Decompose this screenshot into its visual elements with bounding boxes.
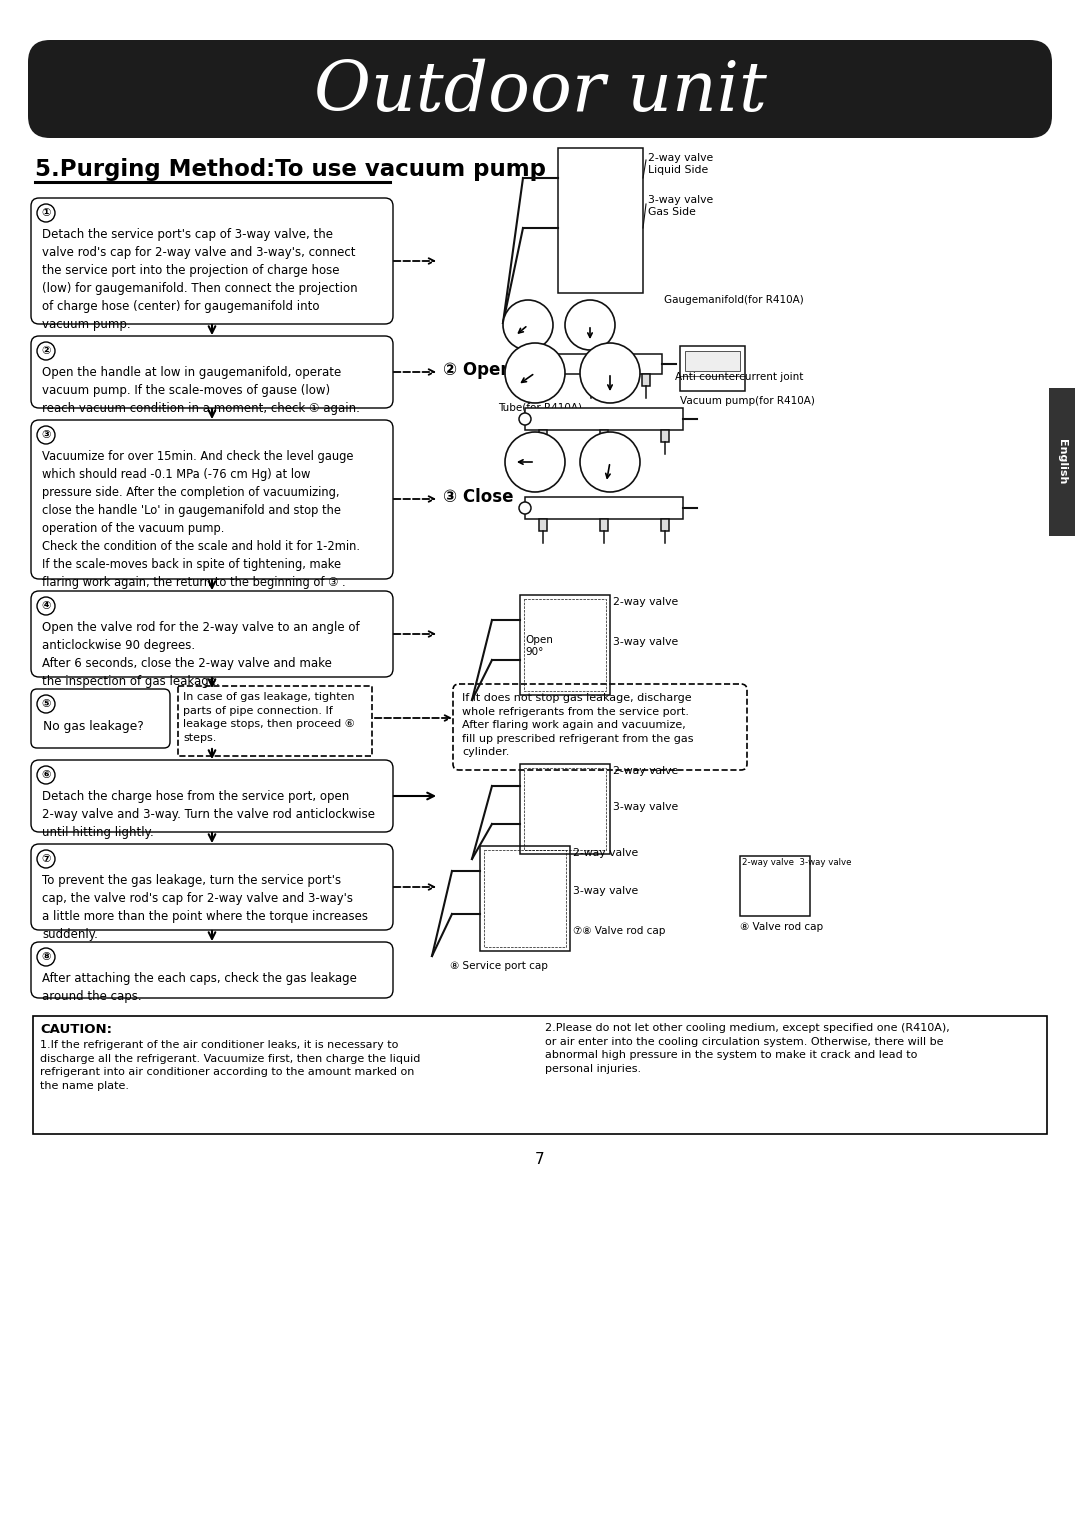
FancyBboxPatch shape [453, 684, 747, 770]
Text: 3-way valve: 3-way valve [573, 886, 638, 896]
FancyBboxPatch shape [31, 199, 393, 324]
Text: Vacuum pump(for R410A): Vacuum pump(for R410A) [680, 395, 815, 406]
Circle shape [519, 412, 531, 425]
Circle shape [505, 344, 565, 403]
Bar [525, 496, 683, 519]
Text: 2-way valve
Liquid Side: 2-way valve Liquid Side [648, 153, 713, 176]
Text: In case of gas leakage, tighten
parts of pipe connection. If
leakage stops, then: In case of gas leakage, tighten parts of… [183, 692, 354, 742]
Text: ⑥: ⑥ [41, 770, 51, 780]
Bar [519, 764, 610, 854]
Text: ④: ④ [41, 602, 51, 611]
Text: Anti countercurrent joint: Anti countercurrent joint [675, 373, 804, 382]
Bar [525, 408, 683, 431]
Bar [519, 354, 662, 374]
Text: ①: ① [41, 208, 51, 218]
Text: If it does not stop gas leakage, discharge
whole refrigerants from the service p: If it does not stop gas leakage, dischar… [462, 693, 693, 757]
Bar [661, 431, 669, 441]
Bar [539, 431, 546, 441]
Text: 2.Please do not let other cooling medium, except specified one (R410A),
or air e: 2.Please do not let other cooling medium… [545, 1023, 949, 1073]
Text: ②: ② [41, 347, 51, 356]
Text: 2-way valve  3-way valve: 2-way valve 3-way valve [742, 858, 851, 867]
FancyBboxPatch shape [28, 40, 1052, 137]
Text: 3-way valve: 3-way valve [613, 637, 678, 647]
FancyBboxPatch shape [31, 760, 393, 832]
FancyBboxPatch shape [1049, 388, 1075, 536]
Circle shape [503, 299, 553, 350]
Text: Vacuumize for over 15min. And check the level gauge
which should read -0.1 MPa (: Vacuumize for over 15min. And check the … [42, 450, 360, 589]
Bar [642, 374, 650, 386]
FancyBboxPatch shape [178, 686, 372, 756]
Bar [532, 374, 540, 386]
Bar [558, 148, 643, 293]
Circle shape [514, 357, 526, 370]
Bar [519, 596, 610, 695]
Text: To prevent the gas leakage, turn the service port's
cap, the valve rod's cap for: To prevent the gas leakage, turn the ser… [42, 873, 368, 941]
Bar [539, 519, 546, 531]
FancyBboxPatch shape [31, 420, 393, 579]
Circle shape [580, 344, 640, 403]
Circle shape [37, 205, 55, 221]
Circle shape [505, 432, 565, 492]
Circle shape [37, 695, 55, 713]
Text: ③: ③ [41, 431, 51, 440]
Text: Detach the service port's cap of 3-way valve, the
valve rod's cap for 2-way valv: Detach the service port's cap of 3-way v… [42, 228, 357, 331]
Bar [600, 431, 608, 441]
Bar [484, 851, 566, 947]
Text: ③ Close: ③ Close [443, 489, 513, 505]
Text: 2-way valve: 2-way valve [613, 767, 678, 776]
Bar [680, 347, 745, 391]
FancyBboxPatch shape [31, 942, 393, 999]
Text: ⑧ Service port cap: ⑧ Service port cap [450, 960, 548, 971]
Text: 2-way valve: 2-way valve [613, 597, 678, 608]
Circle shape [37, 767, 55, 783]
Circle shape [37, 426, 55, 444]
Text: ⑧: ⑧ [41, 951, 51, 962]
Text: Open
90°: Open 90° [525, 635, 553, 657]
FancyBboxPatch shape [31, 689, 170, 748]
Text: CAUTION:: CAUTION: [40, 1023, 112, 1035]
FancyBboxPatch shape [31, 591, 393, 676]
Circle shape [37, 948, 55, 967]
Bar [685, 351, 740, 371]
Text: Open the valve rod for the 2-way valve to an angle of
anticlockwise 90 degrees.
: Open the valve rod for the 2-way valve t… [42, 621, 360, 689]
Text: Gaugemanifold(for R410A): Gaugemanifold(for R410A) [664, 295, 804, 305]
Text: 1.If the refrigerant of the air conditioner leaks, it is necessary to
discharge : 1.If the refrigerant of the air conditio… [40, 1040, 420, 1090]
Text: ⑦⑧ Valve rod cap: ⑦⑧ Valve rod cap [573, 925, 665, 936]
FancyBboxPatch shape [31, 336, 393, 408]
Text: 2-way valve: 2-way valve [573, 847, 638, 858]
Circle shape [519, 502, 531, 515]
Text: 7: 7 [536, 1151, 544, 1167]
Bar [740, 857, 810, 916]
Text: ⑧ Valve rod cap: ⑧ Valve rod cap [740, 922, 823, 931]
Text: 3-way valve
Gas Side: 3-way valve Gas Side [648, 195, 713, 217]
Bar [524, 599, 606, 692]
Circle shape [37, 597, 55, 615]
Text: Detach the charge hose from the service port, open
2-way valve and 3-way. Turn t: Detach the charge hose from the service … [42, 789, 375, 838]
Text: No gas leakage?: No gas leakage? [43, 721, 144, 733]
Text: ② Open: ② Open [443, 360, 512, 379]
Text: Outdoor unit: Outdoor unit [313, 58, 767, 125]
Text: Tube(for R410A): Tube(for R410A) [498, 402, 582, 412]
Circle shape [37, 342, 55, 360]
Text: Open the handle at low in gaugemanifold, operate
vacuum pump. If the scale-moves: Open the handle at low in gaugemanifold,… [42, 366, 360, 415]
FancyBboxPatch shape [31, 844, 393, 930]
Bar [524, 768, 606, 851]
Text: ⑤: ⑤ [41, 699, 51, 709]
Circle shape [565, 299, 615, 350]
Text: ⑦: ⑦ [41, 854, 51, 864]
Text: English: English [1057, 440, 1067, 484]
Bar [588, 374, 595, 386]
Circle shape [580, 432, 640, 492]
Bar [480, 846, 570, 951]
Bar [600, 519, 608, 531]
FancyBboxPatch shape [33, 1015, 1047, 1135]
Bar [661, 519, 669, 531]
Circle shape [37, 851, 55, 867]
Text: 3-way valve: 3-way valve [613, 802, 678, 812]
Text: 5.Purging Method:To use vacuum pump: 5.Purging Method:To use vacuum pump [35, 157, 546, 182]
Text: After attaching the each caps, check the gas leakage
around the caps.: After attaching the each caps, check the… [42, 973, 356, 1003]
